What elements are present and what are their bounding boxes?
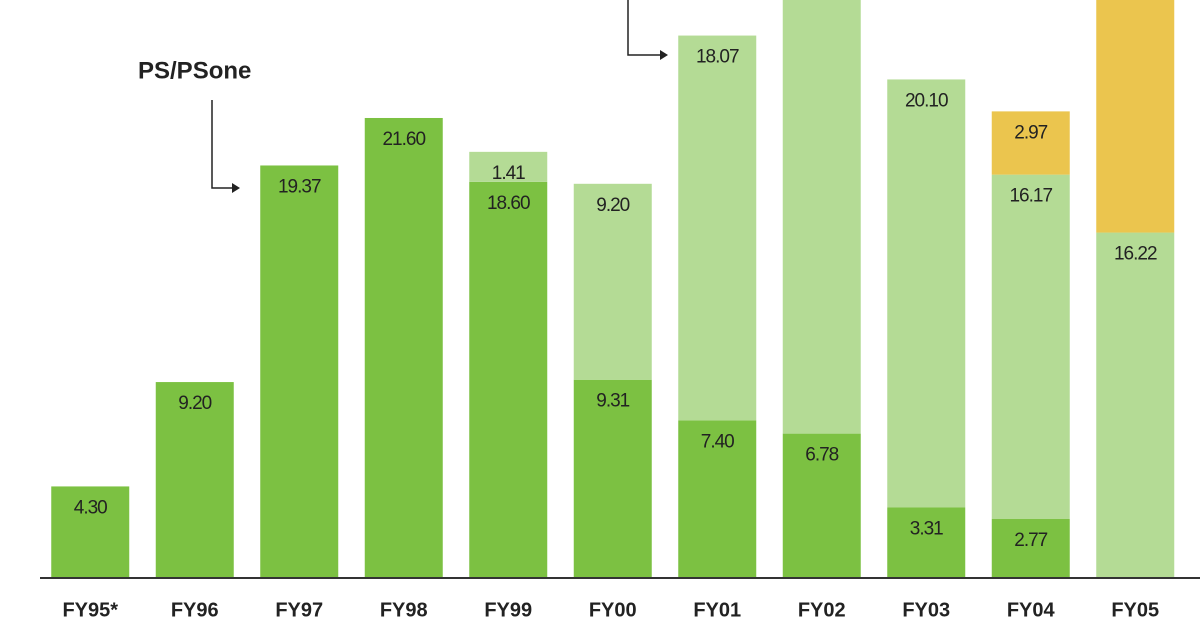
data-label: 16.22: [1114, 244, 1157, 265]
arrowhead: [232, 183, 240, 193]
x-tick-label: FY02: [798, 599, 846, 621]
data-label: 4.30: [74, 497, 107, 518]
data-label: 20.10: [905, 90, 948, 111]
data-label: 6.78: [805, 445, 838, 466]
bar-segment: [573, 183, 652, 380]
bar-segment: [260, 165, 339, 578]
bar-segment: [1096, 0, 1175, 233]
arrow: [627, 0, 660, 56]
annotation: PS/PSone: [138, 57, 251, 84]
bar-segment: [887, 79, 966, 508]
data-label: 18.07: [696, 47, 739, 68]
x-tick-label: FY01: [693, 599, 741, 621]
data-label: 7.40: [701, 431, 734, 452]
data-label: 9.20: [596, 195, 629, 216]
data-label: 18.60: [487, 193, 530, 214]
bar-segment: [573, 379, 652, 578]
data-label: 2.77: [1014, 530, 1047, 551]
x-tick-label: FY97: [275, 599, 323, 621]
data-label: 9.31: [596, 391, 629, 412]
data-label: 3.31: [910, 519, 943, 540]
bars: [51, 0, 1175, 579]
arrow: [211, 100, 232, 189]
bar-segment: [887, 507, 966, 578]
bar-segment: [782, 433, 861, 578]
data-label: 19.37: [278, 176, 321, 197]
bar-segment: [155, 382, 234, 578]
x-tick-label: FY03: [902, 599, 950, 621]
x-tick-label: FY05: [1111, 599, 1159, 621]
data-label: 16.17: [1009, 186, 1052, 207]
bar-segment: [51, 486, 130, 578]
bar-segment: [991, 111, 1070, 175]
x-tick-label: FY99: [484, 599, 532, 621]
x-tick-label: FY98: [380, 599, 428, 621]
x-tick-label: FY00: [589, 599, 637, 621]
bar-segment: [678, 420, 757, 578]
x-tick-label: FY95*: [62, 599, 118, 621]
data-label: 9.20: [178, 393, 211, 414]
x-tick-label: FY96: [171, 599, 219, 621]
bar-segment: [991, 174, 1070, 520]
x-tick-label: FY04: [1007, 599, 1056, 621]
data-label: 2.97: [1014, 122, 1047, 143]
bar-segment: [678, 35, 757, 421]
bar-segment: [1096, 232, 1175, 579]
bar-segment: [469, 181, 548, 578]
bar-segment: [991, 519, 1070, 578]
bar-segment: [469, 151, 548, 182]
bar-segment: [364, 117, 443, 578]
arrowhead: [660, 50, 668, 60]
data-label: 21.60: [382, 129, 425, 150]
data-label: 1.41: [492, 163, 525, 184]
bar-segment: [782, 0, 861, 434]
